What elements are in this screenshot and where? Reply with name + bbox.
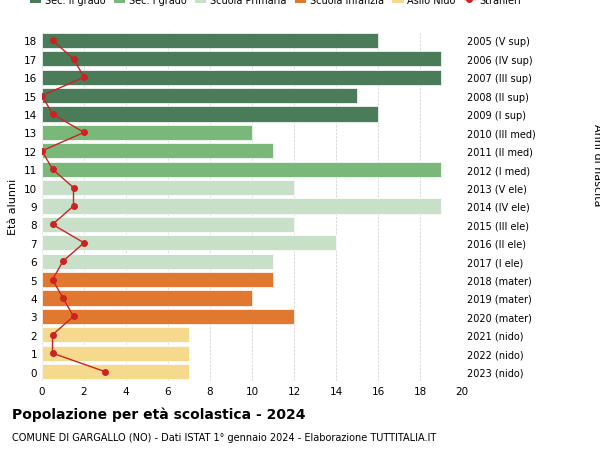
Bar xyxy=(42,364,189,379)
Bar xyxy=(42,162,441,177)
Bar xyxy=(42,34,378,49)
Bar xyxy=(42,236,336,251)
Bar xyxy=(42,218,294,232)
Y-axis label: Età alunni: Età alunni xyxy=(8,179,19,235)
Bar xyxy=(42,126,252,140)
Bar xyxy=(42,254,273,269)
Bar xyxy=(42,107,378,122)
Bar xyxy=(42,346,189,361)
Bar xyxy=(42,199,441,214)
Bar xyxy=(42,52,441,67)
Text: COMUNE DI GARGALLO (NO) - Dati ISTAT 1° gennaio 2024 - Elaborazione TUTTITALIA.I: COMUNE DI GARGALLO (NO) - Dati ISTAT 1° … xyxy=(12,432,436,442)
Bar xyxy=(42,89,357,104)
Text: Anni di nascita: Anni di nascita xyxy=(592,124,600,207)
Bar xyxy=(42,144,273,159)
Legend: Sec. II grado, Sec. I grado, Scuola Primaria, Scuola Infanzia, Asilo Nido, Stran: Sec. II grado, Sec. I grado, Scuola Prim… xyxy=(26,0,525,9)
Bar xyxy=(42,71,441,85)
Bar xyxy=(42,273,273,287)
Bar xyxy=(42,328,189,342)
Bar xyxy=(42,309,294,324)
Bar xyxy=(42,291,252,306)
Bar xyxy=(42,181,294,196)
Text: Popolazione per età scolastica - 2024: Popolazione per età scolastica - 2024 xyxy=(12,406,305,421)
